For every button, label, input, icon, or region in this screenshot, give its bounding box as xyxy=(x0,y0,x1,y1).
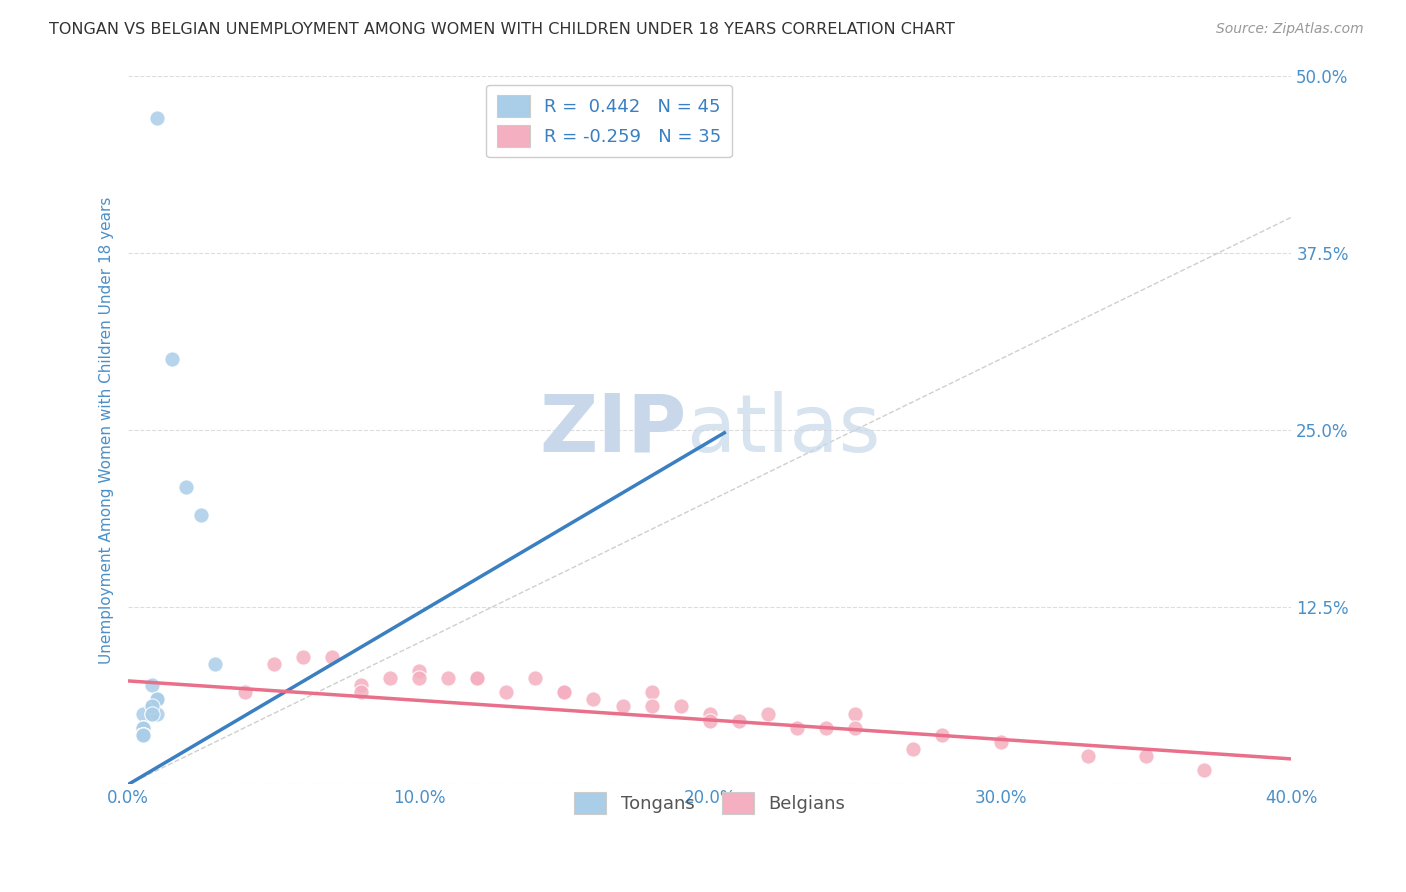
Text: TONGAN VS BELGIAN UNEMPLOYMENT AMONG WOMEN WITH CHILDREN UNDER 18 YEARS CORRELAT: TONGAN VS BELGIAN UNEMPLOYMENT AMONG WOM… xyxy=(49,22,955,37)
Point xyxy=(132,728,155,742)
Point xyxy=(132,728,155,742)
Point xyxy=(204,657,226,671)
Point xyxy=(495,685,517,699)
Point xyxy=(640,685,662,699)
Point xyxy=(553,685,575,699)
Point xyxy=(132,728,155,742)
Point xyxy=(408,664,430,678)
Text: Source: ZipAtlas.com: Source: ZipAtlas.com xyxy=(1216,22,1364,37)
Point xyxy=(146,706,169,721)
Point xyxy=(132,728,155,742)
Point xyxy=(786,721,808,735)
Point xyxy=(132,728,155,742)
Point xyxy=(132,721,155,735)
Point xyxy=(132,728,155,742)
Point xyxy=(132,728,155,742)
Text: ZIP: ZIP xyxy=(540,391,686,469)
Point xyxy=(132,728,155,742)
Point xyxy=(190,508,212,522)
Point xyxy=(465,671,488,685)
Point xyxy=(291,649,314,664)
Point xyxy=(437,671,460,685)
Point xyxy=(640,699,662,714)
Point xyxy=(699,706,721,721)
Point xyxy=(815,721,838,735)
Point xyxy=(141,678,163,692)
Y-axis label: Unemployment Among Women with Children Under 18 years: Unemployment Among Women with Children U… xyxy=(100,196,114,664)
Point xyxy=(132,728,155,742)
Point xyxy=(321,649,343,664)
Point xyxy=(132,728,155,742)
Point xyxy=(132,728,155,742)
Legend: Tongans, Belgians: Tongans, Belgians xyxy=(564,781,856,825)
Point xyxy=(132,728,155,742)
Point xyxy=(263,657,285,671)
Point xyxy=(132,728,155,742)
Point xyxy=(141,699,163,714)
Point xyxy=(141,699,163,714)
Point xyxy=(1077,749,1099,764)
Point xyxy=(132,721,155,735)
Point xyxy=(378,671,401,685)
Point xyxy=(350,685,373,699)
Point xyxy=(132,728,155,742)
Point xyxy=(699,714,721,728)
Point xyxy=(844,721,866,735)
Point xyxy=(146,111,169,125)
Point xyxy=(132,728,155,742)
Point xyxy=(132,728,155,742)
Point xyxy=(176,480,198,494)
Point xyxy=(160,352,183,367)
Point xyxy=(612,699,634,714)
Point xyxy=(141,706,163,721)
Point xyxy=(1135,749,1157,764)
Point xyxy=(756,706,779,721)
Point xyxy=(132,728,155,742)
Point xyxy=(408,671,430,685)
Point xyxy=(524,671,547,685)
Point xyxy=(465,671,488,685)
Point xyxy=(132,728,155,742)
Point xyxy=(132,728,155,742)
Point xyxy=(132,728,155,742)
Point xyxy=(132,721,155,735)
Point xyxy=(132,728,155,742)
Text: atlas: atlas xyxy=(686,391,882,469)
Point xyxy=(728,714,751,728)
Point xyxy=(132,728,155,742)
Point xyxy=(132,706,155,721)
Point xyxy=(553,685,575,699)
Point xyxy=(132,721,155,735)
Point xyxy=(141,706,163,721)
Point xyxy=(132,728,155,742)
Point xyxy=(233,685,256,699)
Point xyxy=(132,721,155,735)
Point xyxy=(132,728,155,742)
Point xyxy=(844,706,866,721)
Point xyxy=(903,742,925,756)
Point xyxy=(582,692,605,706)
Point xyxy=(931,728,953,742)
Point xyxy=(132,721,155,735)
Point xyxy=(669,699,692,714)
Point xyxy=(146,692,169,706)
Point xyxy=(350,678,373,692)
Point xyxy=(990,735,1012,749)
Point xyxy=(146,692,169,706)
Point xyxy=(132,728,155,742)
Point xyxy=(1192,764,1215,778)
